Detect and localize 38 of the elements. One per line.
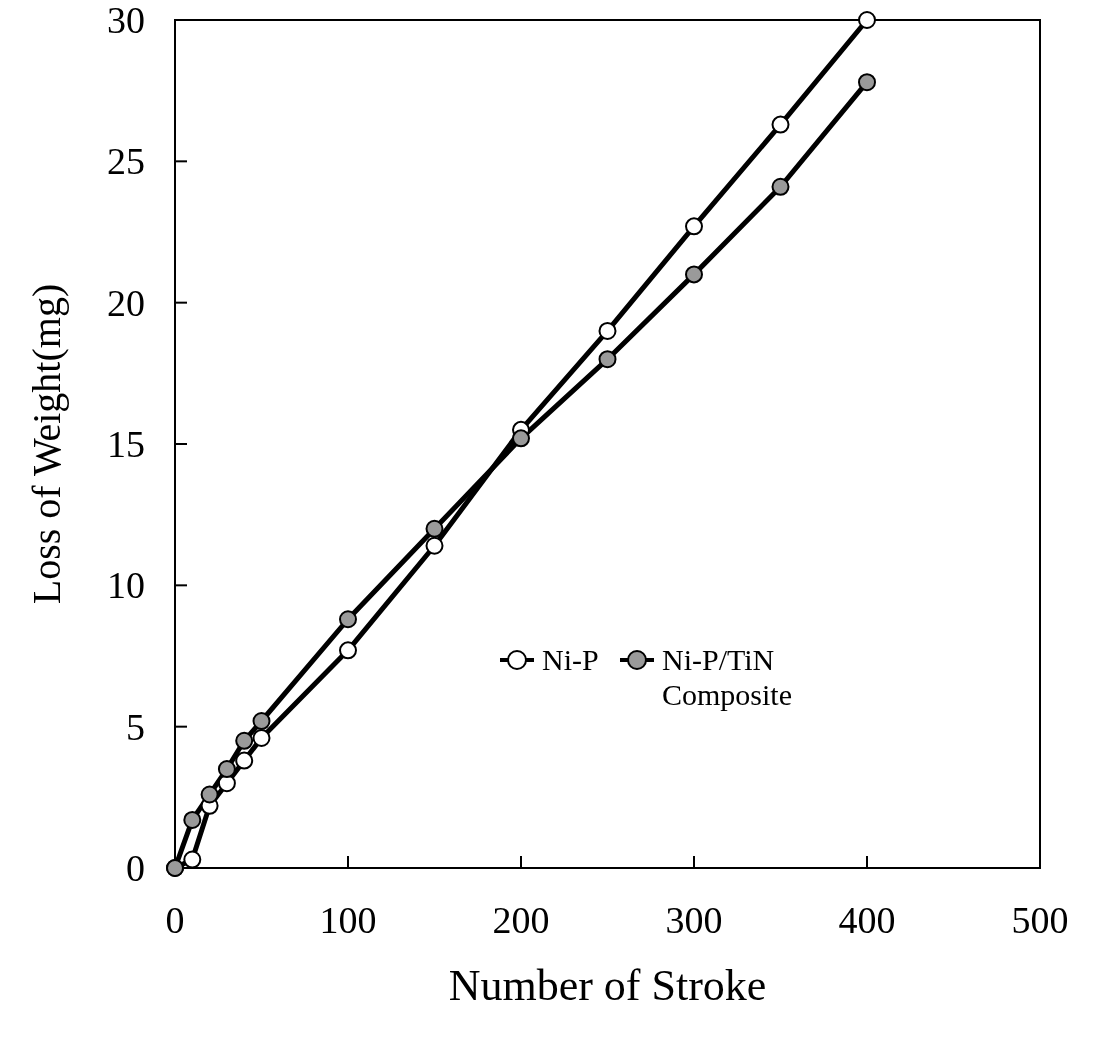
legend-label: Ni-P [542, 643, 599, 676]
x-tick-label: 500 [1011, 899, 1069, 941]
x-tick-label: 400 [838, 899, 896, 941]
x-tick-label: 200 [492, 899, 550, 941]
y-tick-label: 15 [107, 423, 145, 465]
y-tick-label: 20 [107, 281, 145, 324]
point [685, 265, 703, 284]
point [183, 810, 202, 829]
y-tick-label: 5 [126, 705, 145, 748]
point [200, 785, 219, 804]
y-tick-label: 0 [126, 847, 145, 889]
x-axis-title: Number of Stroke [448, 961, 767, 1010]
y-tick-label: 30 [107, 0, 145, 41]
point [425, 519, 444, 538]
point [339, 641, 357, 660]
point [858, 73, 876, 92]
point [252, 712, 271, 730]
y-axis-title: Loss of Weight(mg) [24, 283, 69, 605]
point [771, 177, 790, 196]
point [235, 731, 254, 750]
point [425, 536, 444, 555]
y-tick-label: 25 [107, 140, 145, 183]
point [598, 350, 617, 369]
y-tick-label: 10 [107, 564, 145, 607]
point [252, 728, 271, 747]
x-tick-label: 300 [665, 899, 723, 941]
point [771, 115, 790, 134]
point [512, 429, 530, 448]
point [235, 751, 254, 770]
point [183, 850, 202, 869]
point [685, 217, 703, 236]
point [598, 321, 617, 340]
x-tick-label: 100 [319, 899, 377, 941]
legend-label: Ni-P/TiN Composite [662, 643, 793, 711]
point [858, 11, 876, 29]
point [339, 610, 357, 629]
point [217, 760, 236, 779]
x-tick-label: 0 [165, 899, 185, 941]
